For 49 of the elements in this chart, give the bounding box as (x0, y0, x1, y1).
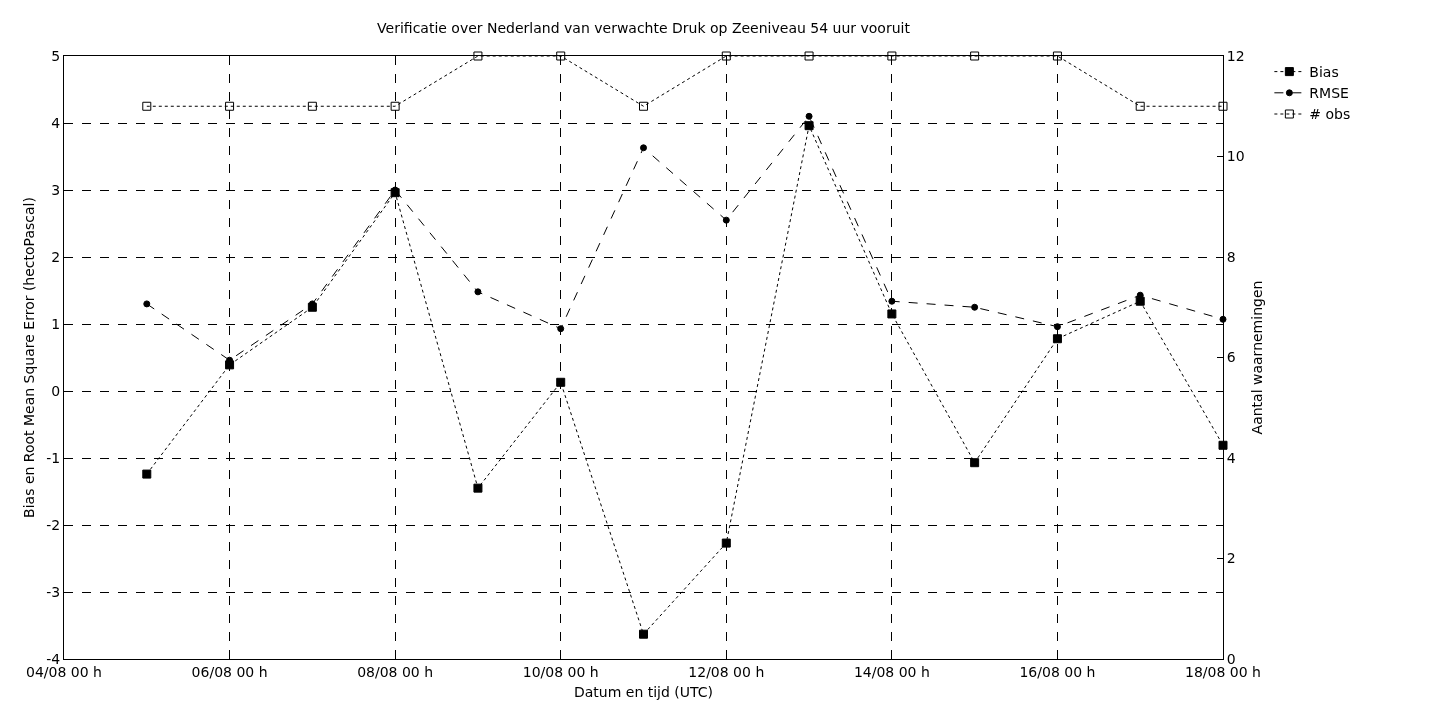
point (1136, 291, 1144, 299)
y-tick-label: 0 (51, 382, 61, 399)
point (805, 112, 813, 120)
y2-tick-label: 12 (1226, 47, 1245, 64)
chart-title: Verificatie over Nederland van verwachte Druk op Zeeniveau 54 uur vooruit (377, 19, 911, 36)
point (557, 325, 565, 333)
x-tick-label: 10/08 00 h (522, 663, 599, 680)
point (556, 377, 566, 387)
point (971, 303, 979, 311)
point (1219, 315, 1227, 323)
y-axis-title: Bias en Root Mean Square Error (hectoPascal) (20, 197, 37, 518)
y-tick-label: -2 (46, 516, 61, 533)
point (804, 121, 814, 131)
y-tick-label: 1 (51, 315, 61, 332)
x-axis-title: Datum en tijd (UTC) (573, 684, 714, 701)
legend-label: Bias (1309, 64, 1339, 81)
y-tick-label: 5 (51, 47, 61, 64)
legend-label: # obs (1309, 106, 1351, 123)
y2-tick-label: 6 (1226, 349, 1236, 366)
point (640, 144, 647, 152)
y-tick-label: 3 (51, 181, 61, 198)
y-tick-label: -3 (46, 583, 61, 600)
y2-tick-label: 10 (1226, 148, 1245, 165)
y2-tick-label: 4 (1226, 449, 1236, 466)
x-tick-label: 08/08 00 h (357, 663, 434, 680)
point (888, 297, 896, 305)
point (722, 216, 730, 224)
point (1053, 323, 1061, 331)
point (142, 469, 152, 479)
point (143, 300, 151, 308)
point (639, 629, 648, 639)
point (473, 483, 483, 493)
point (970, 458, 980, 468)
point (721, 538, 731, 548)
y-tick-label: -1 (46, 449, 61, 466)
y-tick-label: 4 (51, 114, 61, 131)
point (887, 309, 897, 319)
legend-label: RMSE (1309, 85, 1349, 102)
x-tick-label: 14/08 00 h (853, 663, 930, 680)
y2-tick-label: 2 (1226, 550, 1236, 567)
y-tick-label: 2 (51, 248, 61, 265)
point (1052, 334, 1062, 344)
y2-tick-label: 8 (1226, 248, 1236, 265)
point (1218, 440, 1228, 450)
point (474, 288, 482, 296)
x-tick-label: 06/08 00 h (191, 663, 268, 680)
x-tick-label: 16/08 00 h (1019, 663, 1096, 680)
x-tick-label: 12/08 00 h (688, 663, 765, 680)
y2-axis-title: Aantal waarnemingen (1248, 280, 1265, 435)
